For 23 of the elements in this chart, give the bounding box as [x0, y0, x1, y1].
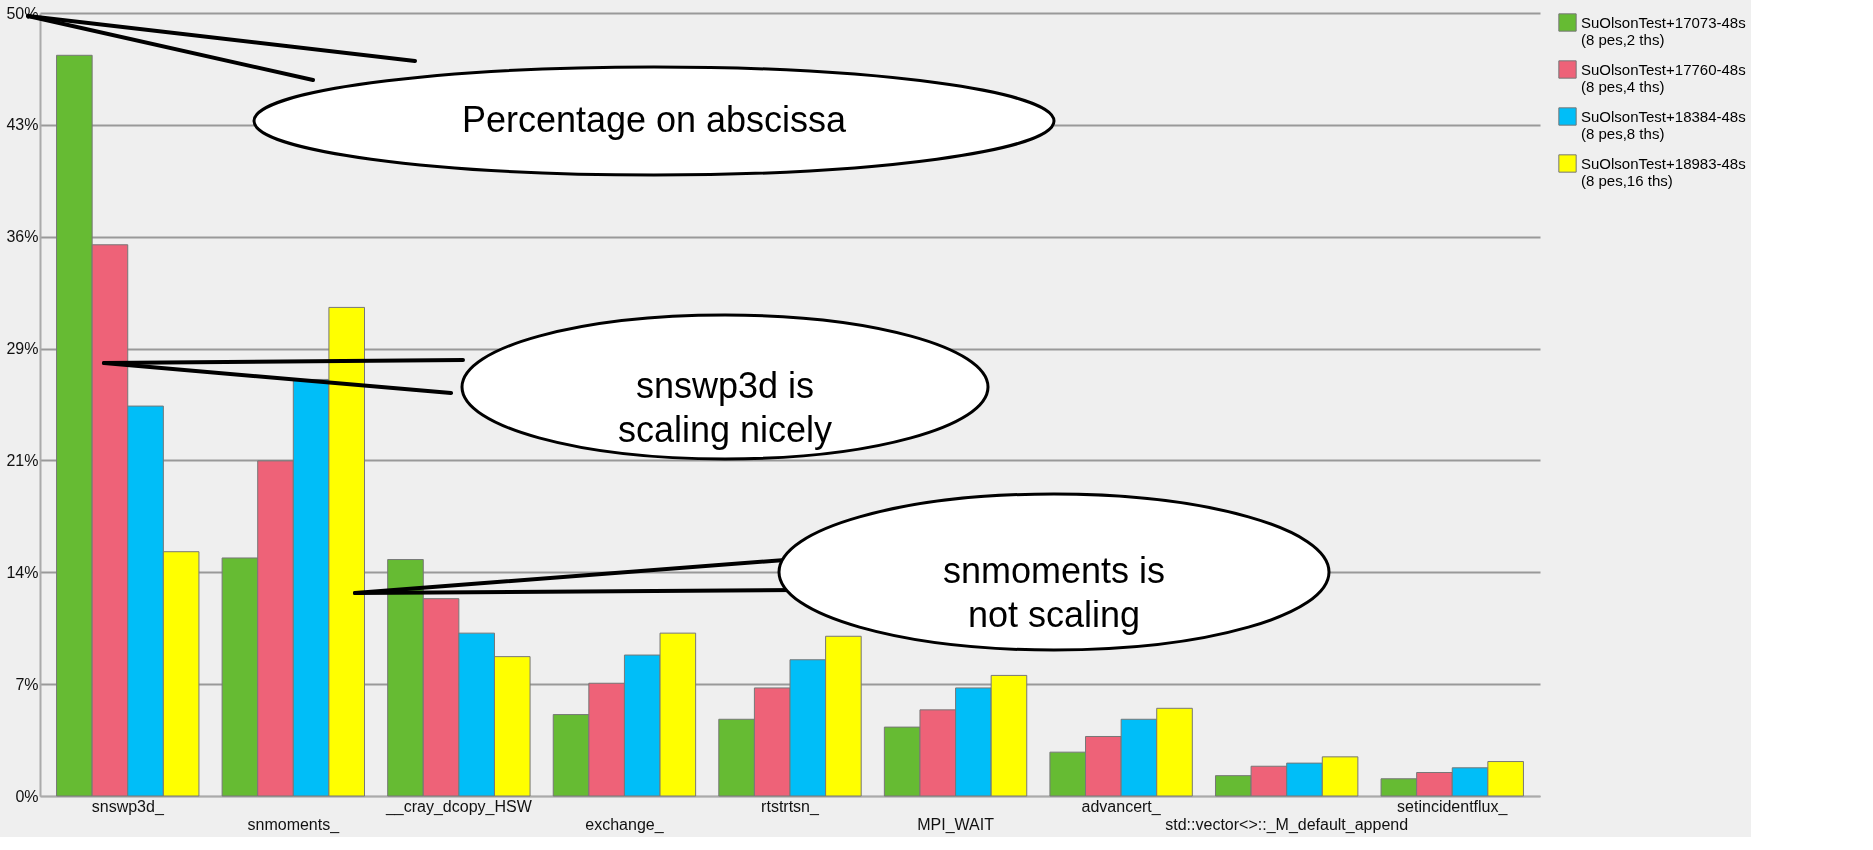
legend-label: SuOlsonTest+18384-48s (8 pes,8 ths) [1581, 107, 1746, 142]
x-tick-label: setincidentflux_ [1397, 797, 1509, 816]
annotation: snswp3d is scaling nicely [617, 365, 833, 450]
x-tick-label: MPI_WAIT [917, 815, 995, 834]
annotation: snmoments is not scaling [942, 550, 1166, 635]
legend-label: SuOlsonTest+18983-48s (8 pes,16 ths) [1581, 154, 1746, 189]
y-tick-label: 36% [6, 228, 39, 246]
x-tick-label: advancert_ [1081, 797, 1162, 816]
legend-label: SuOlsonTest+17073-48s (8 pes,2 ths) [1581, 13, 1746, 48]
annotation: Percentage on abscissa [461, 99, 848, 140]
x-tick-label: std::vector<>::_M_default_append [1165, 815, 1409, 834]
y-tick-label: 43% [6, 116, 39, 134]
x-tick-label: __cray_dcopy_HSW [384, 797, 533, 816]
y-tick-label: 7% [15, 675, 39, 693]
y-tick-label: 14% [6, 563, 39, 581]
x-tick-label: rtstrtsn_ [761, 797, 820, 816]
x-tick-label: snmoments_ [247, 815, 341, 834]
y-tick-label: 29% [6, 340, 39, 358]
legend-label: SuOlsonTest+17760-48s (8 pes,4 ths) [1581, 60, 1746, 95]
x-tick-label: snswp3d_ [91, 797, 165, 816]
y-tick-label: 0% [15, 787, 39, 805]
x-tick-label: exchange_ [585, 815, 665, 834]
y-tick-label: 21% [6, 451, 39, 469]
